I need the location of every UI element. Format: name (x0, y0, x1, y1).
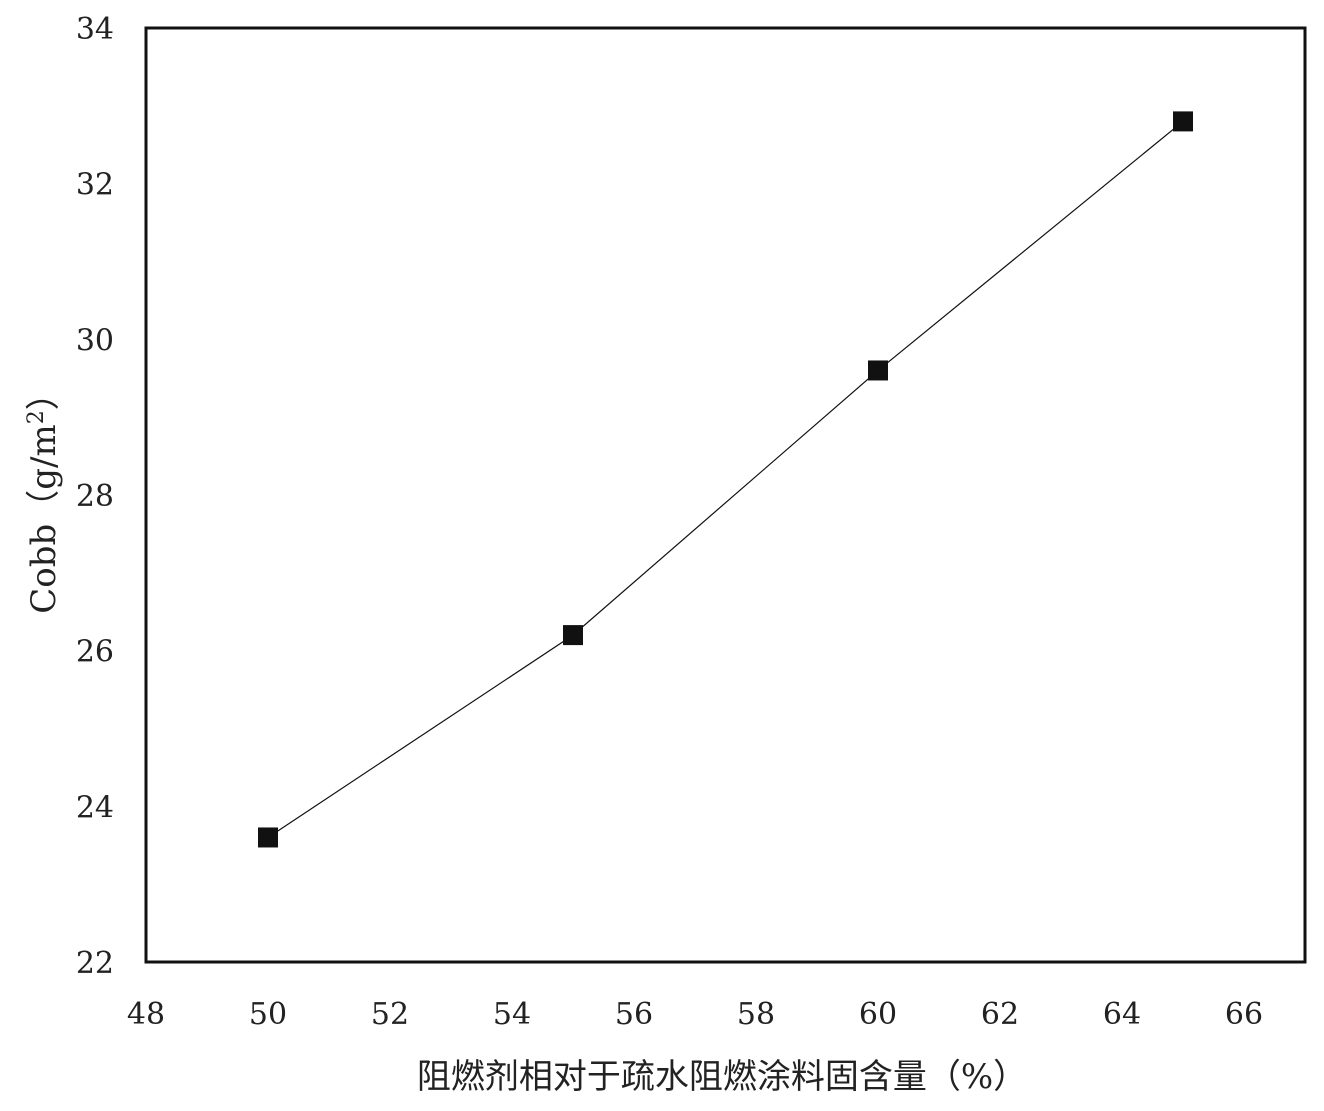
series-line (267, 120, 1184, 838)
y-axis-title-superscript: 2 (24, 410, 49, 424)
y-tick-label: 26 (76, 635, 114, 670)
x-tick-label: 62 (981, 997, 1019, 1032)
data-point-marker (868, 360, 888, 381)
y-axis-title-tail: ） (24, 376, 64, 410)
x-axis-ticks: 48 50 52 54 56 58 60 62 64 66 (127, 997, 1263, 1032)
y-tick-label: 34 (76, 12, 114, 47)
x-tick-label: 48 (127, 997, 165, 1032)
y-axis-title: Cobb（g/m2） (24, 376, 65, 613)
data-point-marker (258, 827, 278, 848)
y-tick-label: 30 (76, 323, 114, 358)
x-tick-label: 66 (1225, 997, 1263, 1032)
y-axis-ticks: 22 24 26 28 30 32 34 (76, 12, 114, 981)
data-point-marker (1173, 111, 1193, 132)
x-axis-title: 阻燃剂相对于疏水阻燃涂料固含量（%） (417, 1057, 1027, 1097)
x-tick-label: 64 (1103, 997, 1141, 1032)
plot-frame (144, 26, 1307, 964)
y-tick-label: 32 (76, 168, 114, 203)
x-tick-label: 54 (493, 997, 531, 1032)
y-tick-label: 28 (76, 479, 114, 514)
x-tick-label: 56 (615, 997, 653, 1032)
x-tick-label: 50 (249, 997, 287, 1032)
series-layer (258, 111, 1193, 848)
y-tick-label: 24 (76, 790, 114, 825)
x-tick-label: 58 (737, 997, 775, 1032)
x-tick-label: 60 (859, 997, 897, 1032)
y-tick-label: 22 (76, 946, 114, 981)
data-point-marker (563, 625, 583, 646)
x-tick-label: 52 (371, 997, 409, 1032)
y-axis-title-main: Cobb（g/m (24, 424, 64, 613)
